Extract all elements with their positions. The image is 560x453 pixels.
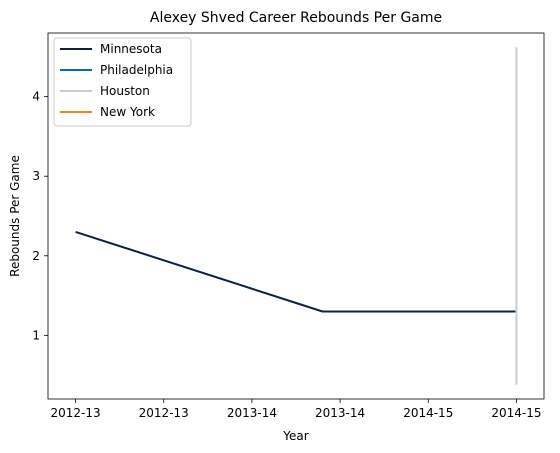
legend-box bbox=[53, 37, 192, 127]
y-tick-label: 2 bbox=[32, 249, 40, 263]
x-tick-label: 2013-14 bbox=[227, 406, 277, 420]
x-tick-label: 2012-13 bbox=[50, 406, 100, 420]
y-axis: 1 2 3 4 bbox=[32, 90, 48, 342]
x-axis: 2012-13 2012-13 2013-14 2013-14 2014-15 2014-… bbox=[50, 399, 542, 420]
y-tick-label: 4 bbox=[32, 90, 40, 104]
x-tick-label: 2014-15 bbox=[403, 406, 453, 420]
legend-label: Houston bbox=[100, 84, 150, 98]
x-axis-label: Year bbox=[282, 429, 308, 443]
x-tick-label: 2014-15 bbox=[491, 406, 541, 420]
x-tick-label: 2012-13 bbox=[139, 406, 189, 420]
y-axis-label: Rebounds Per Game bbox=[8, 155, 22, 277]
plot-area bbox=[47, 32, 545, 400]
series-line-minnesota bbox=[75, 230, 517, 313]
chart-title: Alexey Shved Career Rebounds Per Game bbox=[150, 10, 442, 26]
legend-label: Minnesota bbox=[100, 42, 162, 56]
y-tick-label: 3 bbox=[32, 169, 40, 183]
series-layer bbox=[75, 47, 518, 385]
y-tick-label: 1 bbox=[32, 328, 40, 342]
legend-label: Philadelphia bbox=[100, 63, 173, 77]
x-tick-label: 2013-14 bbox=[315, 406, 365, 420]
legend: Minnesota Philadelphia Houston New York bbox=[53, 37, 192, 127]
legend-label: New York bbox=[100, 105, 155, 119]
